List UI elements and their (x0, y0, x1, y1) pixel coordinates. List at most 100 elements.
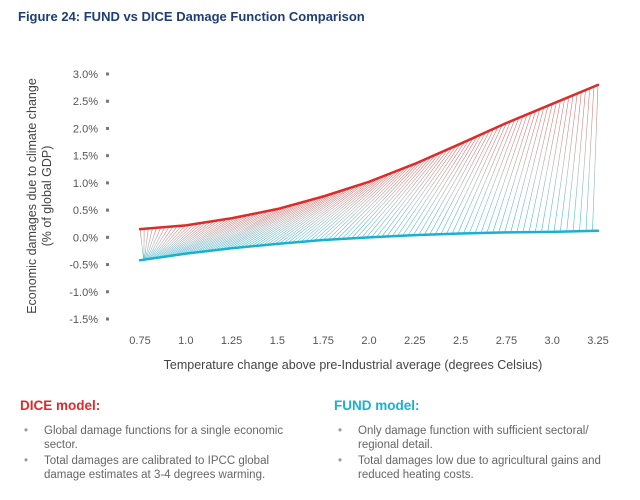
y-tick-label: 2.0% (73, 123, 98, 135)
band-line (366, 154, 436, 238)
y-tick-label: 0.5% (73, 205, 98, 217)
band-line (148, 226, 170, 260)
band-line (429, 132, 486, 235)
band-line (146, 227, 162, 260)
band-line (304, 176, 382, 242)
band-line (356, 158, 428, 239)
y-tick-mark (106, 126, 109, 130)
band-line (313, 173, 391, 242)
y-tick-mark (106, 208, 109, 212)
band-line (144, 228, 153, 260)
connecting-band (139, 84, 599, 260)
figure-title: Figure 24: FUND vs DICE Damage Function … (18, 9, 365, 24)
band-line (341, 163, 416, 240)
y-tick-label: -0.5% (69, 260, 98, 272)
band-line (139, 229, 144, 260)
band-line (291, 181, 370, 243)
band-line (510, 107, 545, 233)
dice-model-line (138, 83, 600, 231)
band-line (386, 147, 453, 237)
y-tick-mark (106, 263, 109, 267)
y-tick-mark (106, 72, 109, 76)
y-tick-mark (106, 235, 109, 239)
y-tick-mark (106, 99, 109, 103)
y-tick-label: 0.0% (73, 232, 98, 244)
band-line (534, 100, 561, 233)
y-tick-mark (106, 181, 109, 185)
y-tick-mark (106, 290, 109, 294)
band-line (218, 205, 291, 250)
band-line (247, 196, 324, 247)
y-axis-label: Economic damages due to climate change (25, 78, 39, 314)
x-tick-label: 2.25 (404, 335, 425, 347)
band-line (504, 109, 540, 233)
band-line (560, 93, 578, 232)
band-line (144, 228, 149, 260)
fund-bullet: Only damage function with sufficient sec… (334, 424, 624, 452)
band-line (172, 219, 224, 256)
band-line (492, 112, 532, 233)
band-line (193, 212, 257, 253)
band-line (278, 185, 357, 244)
y-tick-label: 1.5% (73, 151, 98, 163)
band-line (208, 208, 278, 252)
band-line (150, 226, 174, 259)
x-tick-label: 0.75 (129, 335, 150, 347)
band-line (440, 128, 495, 235)
dice-bullet: Total damages are calibrated to IPCC glo… (20, 454, 310, 482)
band-line (371, 152, 441, 238)
band-line (250, 194, 328, 247)
x-tick-label: 1.5 (270, 335, 285, 347)
x-tick-label: 1.0 (178, 335, 193, 347)
band-line (295, 179, 374, 243)
band-line (161, 222, 203, 258)
band-line (270, 188, 349, 245)
band-line (457, 122, 507, 234)
band-line (498, 110, 536, 233)
band-line (212, 207, 282, 251)
band-line (258, 192, 336, 246)
y-tick-label: -1.5% (69, 314, 98, 326)
band-line (592, 84, 599, 231)
band-line (480, 115, 524, 234)
band-line (446, 126, 499, 235)
band-line (300, 178, 378, 243)
band-line (547, 96, 570, 232)
band-line (160, 223, 199, 258)
dice-legend: DICE model: Global damage functions for … (20, 398, 310, 484)
band-line (232, 200, 307, 249)
dice-legend-heading: DICE model: (20, 398, 101, 413)
x-tick-label: 1.25 (221, 335, 242, 347)
fund-bullet: Total damages low due to agricultural ga… (334, 454, 624, 482)
band-line (182, 216, 241, 255)
band-line (236, 199, 311, 249)
x-tick-label: 2.5 (453, 335, 468, 347)
band-line (266, 189, 345, 246)
band-line (434, 130, 491, 235)
x-tick-label: 1.75 (312, 335, 333, 347)
fund-model-line (138, 229, 600, 262)
band-line (522, 103, 553, 233)
band-line (205, 209, 274, 252)
band-line (309, 175, 386, 242)
band-line (196, 212, 261, 253)
band-line (254, 193, 332, 247)
band-line (474, 117, 520, 234)
band-line (185, 215, 245, 254)
band-line (228, 201, 303, 249)
band-line (153, 225, 182, 259)
band-line (158, 223, 195, 258)
band-line (327, 168, 403, 241)
dice-bullet: Global damage functions for a single eco… (20, 424, 310, 452)
band-line (397, 143, 461, 237)
band-line (402, 141, 466, 236)
band-line (423, 134, 482, 235)
band-line (156, 224, 191, 259)
band-line (346, 161, 420, 239)
band-line (166, 221, 211, 257)
band-line (164, 221, 207, 257)
band-line (332, 166, 407, 240)
band-line (413, 137, 474, 236)
band-line (463, 121, 511, 234)
damage-comparison-chart: 3.0% 2.5% 2.0% 1.5% 1.0% 0.5% 0.0% -0.5% -1.0% -1… (25, 69, 609, 372)
